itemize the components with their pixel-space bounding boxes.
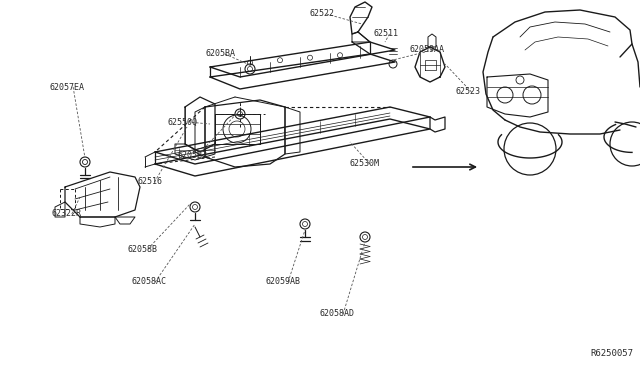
Text: 62057EA: 62057EA — [50, 83, 85, 92]
Text: 62058AC: 62058AC — [132, 278, 167, 286]
Text: 62522: 62522 — [310, 10, 335, 19]
Text: 6205B3: 6205B3 — [178, 151, 208, 160]
Text: 62511: 62511 — [373, 29, 398, 38]
Text: 62523: 62523 — [455, 87, 480, 96]
Text: 62059AA: 62059AA — [410, 45, 445, 55]
Text: 62516: 62516 — [138, 177, 163, 186]
Text: 62058AD: 62058AD — [320, 310, 355, 318]
Text: 62530M: 62530M — [350, 160, 380, 169]
Text: 62058B: 62058B — [128, 244, 158, 253]
Text: 62322R: 62322R — [52, 209, 82, 218]
Text: 62550Q: 62550Q — [168, 118, 198, 126]
Text: R6250057: R6250057 — [590, 350, 633, 359]
Text: 62059AB: 62059AB — [265, 278, 300, 286]
Text: 6205BA: 6205BA — [205, 49, 235, 58]
